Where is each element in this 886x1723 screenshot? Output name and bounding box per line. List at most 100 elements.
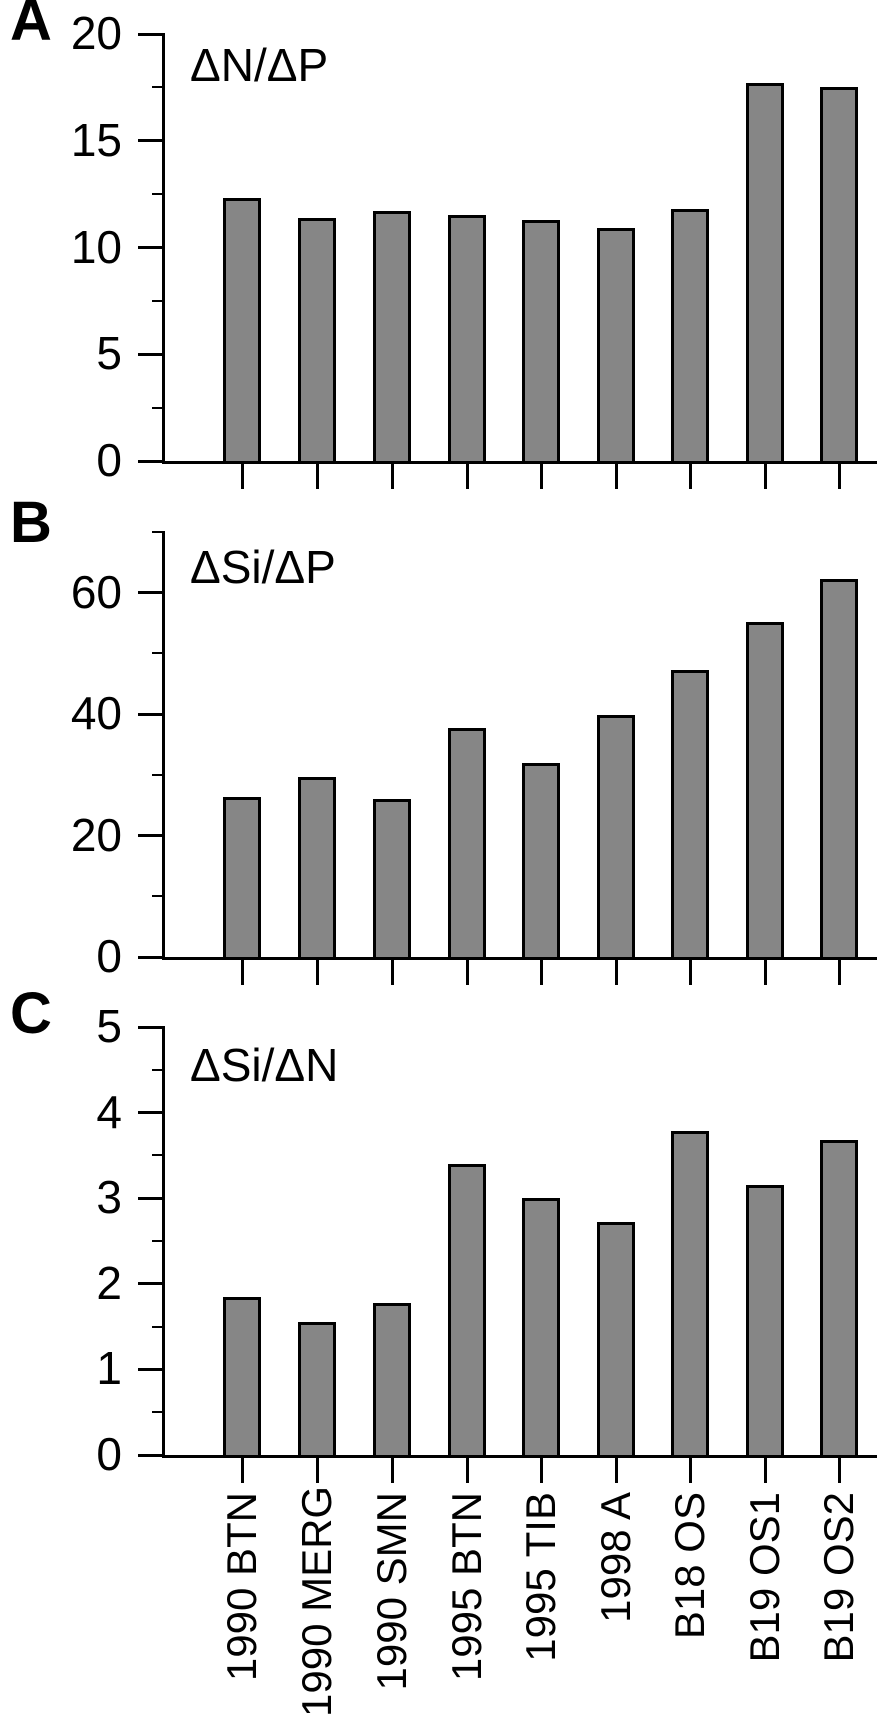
x-category-label: B19 OS1 xyxy=(741,1492,788,1663)
y-tick-label: 3 xyxy=(96,1171,122,1224)
x-tick xyxy=(837,960,841,985)
y-minor-tick xyxy=(152,86,165,89)
y-minor-tick xyxy=(152,1325,165,1328)
y-major-tick xyxy=(138,246,165,249)
bar xyxy=(522,1198,560,1458)
y-minor-tick xyxy=(152,193,165,196)
x-tick xyxy=(763,960,767,985)
bar xyxy=(671,209,709,464)
y-axis xyxy=(162,532,165,960)
panel-A-title: ΔN/ΔP xyxy=(190,39,329,91)
x-axis xyxy=(162,957,877,960)
panel-A-letter: A xyxy=(10,0,52,53)
x-tick xyxy=(465,464,469,489)
x-tick xyxy=(539,960,543,985)
y-minor-tick xyxy=(152,773,165,776)
y-tick-label: 2 xyxy=(96,1256,122,1309)
panel-B-letter: B xyxy=(10,490,52,555)
y-tick-label: 0 xyxy=(96,434,122,486)
x-tick xyxy=(539,1458,543,1483)
y-tick-label: 5 xyxy=(96,1000,122,1052)
x-tick xyxy=(315,464,319,489)
bar xyxy=(522,219,560,464)
x-tick xyxy=(837,464,841,489)
panel-C-title: ΔSi/ΔN xyxy=(190,1039,339,1091)
y-minor-tick xyxy=(152,1068,165,1071)
y-minor-tick xyxy=(152,531,165,533)
bar xyxy=(820,579,858,960)
y-tick-label: 20 xyxy=(70,7,122,59)
x-tick xyxy=(465,960,469,985)
x-axis xyxy=(162,1455,877,1458)
x-tick xyxy=(614,1458,618,1483)
x-tick xyxy=(763,464,767,489)
bar xyxy=(597,715,635,960)
y-tick-label: 5 xyxy=(96,327,122,380)
x-tick xyxy=(390,960,394,985)
x-tick xyxy=(614,464,618,489)
x-tick xyxy=(240,464,244,489)
y-major-tick xyxy=(138,1196,165,1200)
x-tick xyxy=(390,464,394,489)
y-axis xyxy=(162,1027,165,1458)
bar xyxy=(522,762,560,960)
y-minor-tick xyxy=(152,406,165,409)
y-major-tick xyxy=(138,1282,165,1286)
x-tick xyxy=(465,1458,469,1483)
y-minor-tick xyxy=(152,1240,165,1242)
bar xyxy=(223,198,261,464)
bar xyxy=(820,1139,858,1458)
bar xyxy=(597,228,635,464)
y-major-tick xyxy=(138,139,165,143)
y-major-tick xyxy=(138,1111,165,1115)
y-major-tick xyxy=(138,32,165,36)
y-minor-tick xyxy=(152,1154,165,1157)
bar xyxy=(671,1131,709,1458)
y-major-tick xyxy=(138,1367,165,1371)
x-tick xyxy=(688,1458,692,1483)
x-tick xyxy=(240,1458,244,1483)
x-category-label: B19 OS2 xyxy=(815,1492,862,1663)
x-tick xyxy=(390,1458,394,1483)
y-major-tick xyxy=(138,955,165,959)
y-tick-label: 40 xyxy=(70,687,122,740)
panel-B-title: ΔSi/ΔP xyxy=(190,541,336,593)
y-tick-label: 60 xyxy=(70,565,122,618)
bar xyxy=(298,217,336,464)
y-minor-tick xyxy=(152,299,165,302)
y-major-tick xyxy=(138,834,165,838)
bar xyxy=(746,83,784,464)
x-tick xyxy=(763,1458,767,1483)
x-tick xyxy=(539,464,543,489)
bar xyxy=(746,621,784,960)
y-major-tick xyxy=(138,1453,165,1457)
bar xyxy=(746,1185,784,1458)
x-tick xyxy=(614,960,618,985)
bar xyxy=(448,215,486,464)
x-axis xyxy=(162,461,877,464)
bar xyxy=(373,799,411,960)
y-major-tick xyxy=(138,1025,165,1029)
x-tick xyxy=(240,960,244,985)
bar xyxy=(373,211,411,464)
y-major-tick xyxy=(138,459,165,463)
x-tick xyxy=(837,1458,841,1483)
x-category-label: 1990 MERG xyxy=(293,1485,340,1717)
x-tick xyxy=(688,960,692,985)
x-category-label: B18 OS xyxy=(666,1492,713,1640)
x-tick xyxy=(315,960,319,985)
bar xyxy=(597,1222,635,1458)
y-major-tick xyxy=(138,352,165,356)
y-tick-label: 4 xyxy=(96,1085,122,1138)
x-tick xyxy=(688,464,692,489)
bar xyxy=(671,670,709,960)
y-axis xyxy=(162,34,165,464)
x-category-label: 1990 SMN xyxy=(368,1492,415,1691)
x-category-label: 1998 A xyxy=(592,1492,639,1623)
panel-C-letter: C xyxy=(10,981,52,1046)
bar xyxy=(298,1322,336,1458)
bar xyxy=(298,776,336,960)
y-minor-tick xyxy=(152,652,165,655)
x-tick xyxy=(315,1458,319,1483)
